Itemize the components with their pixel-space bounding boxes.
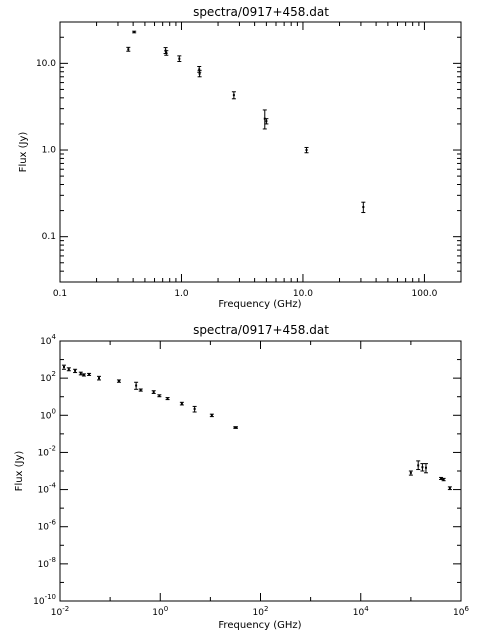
bottom-data-point <box>420 463 425 472</box>
top-data-point <box>361 201 366 214</box>
bottom-data-point <box>87 372 92 376</box>
top-chart: spectra/0917+458.dat Frequency (GHz) Flu… <box>18 5 462 310</box>
top-data-point <box>304 146 309 154</box>
bottom-data-point <box>81 373 86 377</box>
bottom-point-marker <box>234 426 237 429</box>
bottom-point-marker <box>442 478 445 481</box>
bottom-x-axis-title: Frequency (GHz) <box>218 620 301 631</box>
top-data-point <box>132 30 137 34</box>
bottom-data-point <box>192 405 197 413</box>
bottom-data-point <box>66 367 71 372</box>
bottom-point-marker <box>117 380 120 383</box>
bottom-x-tick-label: 102 <box>253 605 269 618</box>
bottom-point-marker <box>166 397 169 400</box>
top-data-point <box>126 46 131 52</box>
top-data-point <box>264 118 269 125</box>
bottom-point-marker <box>139 388 142 391</box>
bottom-y-tick-label: 10-2 <box>38 444 56 458</box>
top-y-axis-title: Flux (Jy) <box>18 132 29 173</box>
bottom-point-marker <box>79 372 82 375</box>
top-point-marker <box>127 48 130 51</box>
bottom-data-point <box>73 368 78 374</box>
bottom-point-marker <box>421 466 424 469</box>
top-data-point <box>231 91 236 100</box>
top-data-point <box>164 50 169 56</box>
bottom-point-marker <box>180 402 183 405</box>
top-chart-title: spectra/0917+458.dat <box>193 5 329 19</box>
bottom-point-marker <box>82 373 85 376</box>
bottom-data-point <box>134 381 139 390</box>
bottom-x-tick-label: 106 <box>453 605 469 618</box>
bottom-x-tick-label: 10-2 <box>51 605 69 618</box>
bottom-data-point <box>165 397 170 401</box>
top-point-marker <box>265 120 268 123</box>
top-point-marker <box>133 31 136 34</box>
bottom-point-marker <box>440 477 443 480</box>
bottom-point-marker <box>158 394 161 397</box>
bottom-point-marker <box>74 369 77 372</box>
bottom-y-tick-label: 10-4 <box>38 482 57 496</box>
top-x-tick-label: 100.0 <box>412 289 438 299</box>
top-data-point <box>197 69 202 78</box>
bottom-y-tick-label: 104 <box>40 333 56 347</box>
bottom-y-tick-label: 10-10 <box>33 593 56 607</box>
bottom-x-tick-label: 100 <box>152 605 168 618</box>
top-plot-frame <box>59 21 462 283</box>
bottom-point-marker <box>135 384 138 387</box>
bottom-y-tick-label: 100 <box>40 407 56 421</box>
top-x-tick-label: 1.0 <box>174 289 189 299</box>
top-x-tick-label: 10.0 <box>293 289 313 299</box>
top-point-marker <box>362 206 365 209</box>
top-y-tick-label: 10.0 <box>36 59 56 69</box>
bottom-data-point <box>408 470 413 476</box>
bottom-point-marker <box>424 466 427 469</box>
bottom-chart-title: spectra/0917+458.dat <box>193 323 329 337</box>
top-y-tick-label: 0.1 <box>42 232 56 242</box>
bottom-data-point <box>441 477 446 482</box>
top-point-marker <box>305 149 308 152</box>
bottom-point-marker <box>67 368 70 371</box>
bottom-data-point <box>179 401 184 406</box>
bottom-data-point <box>157 394 162 398</box>
bottom-x-tick-label: 104 <box>353 605 369 618</box>
bottom-point-marker <box>62 365 65 368</box>
bottom-data-point <box>209 413 214 418</box>
bottom-data-point <box>423 463 428 474</box>
top-x-axis-title: Frequency (GHz) <box>218 299 301 310</box>
bottom-y-tick-label: 102 <box>40 370 56 384</box>
bottom-data-point <box>151 390 156 394</box>
bottom-data-point <box>138 388 143 392</box>
bottom-data-point <box>78 371 83 376</box>
bottom-data-point <box>233 426 238 429</box>
bottom-point-marker <box>448 487 451 490</box>
bottom-point-marker <box>98 377 101 380</box>
top-point-marker <box>198 68 201 71</box>
bottom-point-marker <box>409 471 412 474</box>
top-point-marker <box>165 51 168 54</box>
top-y-tick-label: 1.0 <box>42 146 57 156</box>
bottom-y-axis-title: Flux (Jy) <box>14 451 25 492</box>
bottom-chart: spectra/0917+458.dat Frequency (GHz) Flu… <box>14 323 469 631</box>
bottom-y-tick-label: 10-8 <box>38 556 56 570</box>
top-point-marker <box>198 72 201 75</box>
bottom-data-point <box>97 375 102 381</box>
bottom-point-marker <box>210 414 213 417</box>
bottom-point-marker <box>152 390 155 393</box>
bottom-point-marker <box>88 373 91 376</box>
bottom-data-point <box>116 379 121 383</box>
bottom-point-marker <box>417 464 420 467</box>
bottom-data-point <box>416 460 421 471</box>
top-point-marker <box>178 57 181 60</box>
top-x-tick-label: 0.1 <box>53 289 67 299</box>
bottom-data-point <box>61 364 66 370</box>
top-point-marker <box>232 94 235 97</box>
bottom-data-point <box>447 486 452 491</box>
bottom-y-tick-label: 10-6 <box>38 519 57 533</box>
top-data-point <box>177 55 182 63</box>
bottom-data-point <box>439 476 444 480</box>
bottom-point-marker <box>193 407 196 410</box>
